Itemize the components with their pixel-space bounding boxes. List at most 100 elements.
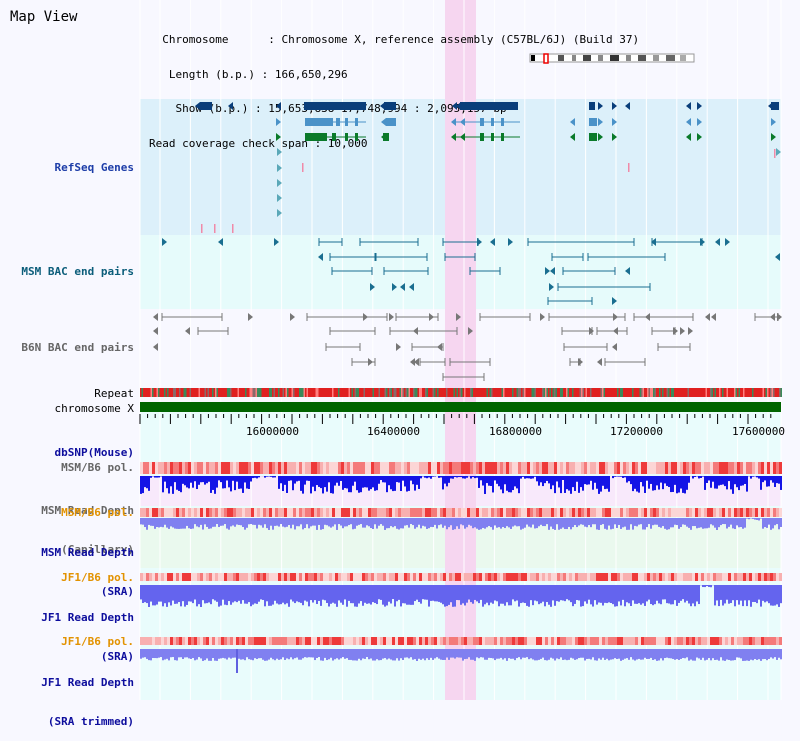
polymorphism-bin bbox=[674, 462, 677, 474]
polymorphism-bin bbox=[260, 462, 263, 474]
read-depth-bin bbox=[408, 518, 410, 528]
polymorphism-bin bbox=[758, 637, 761, 645]
read-depth-bin bbox=[284, 518, 286, 527]
repeat-element bbox=[536, 388, 538, 397]
read-depth-bin bbox=[182, 585, 184, 601]
repeat-element bbox=[676, 388, 678, 397]
read-depth-bin bbox=[748, 518, 750, 519]
read-depth-bin bbox=[316, 518, 318, 530]
polymorphism-bin bbox=[167, 637, 170, 645]
polymorphism-bin bbox=[335, 637, 338, 645]
polymorphism-bin bbox=[524, 573, 527, 581]
read-depth-bin bbox=[398, 518, 400, 529]
read-depth-bin bbox=[362, 649, 364, 658]
read-depth-bin bbox=[368, 585, 370, 603]
polymorphism-bin bbox=[746, 637, 749, 645]
polymorphism-bin bbox=[518, 462, 521, 474]
read-depth-bin bbox=[150, 476, 152, 478]
polymorphism-bin bbox=[491, 573, 494, 581]
read-depth-bin bbox=[672, 649, 674, 659]
repeat-element bbox=[467, 388, 469, 397]
read-depth-bin bbox=[356, 518, 358, 526]
read-depth-bin bbox=[766, 518, 768, 528]
read-depth-bin bbox=[266, 649, 268, 661]
read-depth-bin bbox=[612, 585, 614, 604]
polymorphism-bin bbox=[578, 462, 581, 474]
polymorphism-bin bbox=[305, 573, 308, 581]
read-depth-bin bbox=[618, 518, 620, 525]
read-depth-bin bbox=[504, 476, 506, 484]
read-depth-bin bbox=[384, 649, 386, 658]
polymorphism-bin bbox=[737, 573, 740, 581]
read-depth-bin bbox=[758, 518, 760, 520]
polymorphism-bin bbox=[359, 508, 362, 517]
read-depth-bin bbox=[468, 649, 470, 657]
genome-tracks[interactable] bbox=[0, 0, 800, 700]
repeat-element bbox=[212, 388, 214, 397]
read-depth-bin bbox=[538, 518, 540, 526]
repeat-element bbox=[439, 388, 441, 397]
read-depth-bin bbox=[588, 649, 590, 659]
read-depth-bin bbox=[700, 649, 702, 660]
read-depth-bin bbox=[476, 476, 478, 478]
repeat-element bbox=[575, 388, 577, 397]
polymorphism-bin bbox=[626, 462, 629, 474]
repeat-element bbox=[764, 388, 766, 397]
read-depth-bin bbox=[202, 518, 204, 530]
polymorphism-bin bbox=[773, 508, 776, 517]
read-depth-bin bbox=[298, 649, 300, 660]
repeat-element bbox=[728, 388, 730, 397]
read-depth-bin bbox=[396, 649, 398, 658]
polymorphism-bin bbox=[278, 462, 281, 474]
repeat-element bbox=[404, 388, 406, 397]
polymorphism-bin bbox=[407, 573, 410, 581]
polymorphism-bin bbox=[422, 508, 425, 517]
read-depth-bin bbox=[338, 518, 340, 524]
read-depth-bin bbox=[290, 476, 292, 480]
read-depth-bin bbox=[384, 585, 386, 607]
read-depth-bin bbox=[222, 585, 224, 600]
read-depth-bin bbox=[316, 585, 318, 604]
repeat-element bbox=[275, 388, 277, 397]
polymorphism-bin bbox=[707, 508, 710, 517]
read-depth-bin bbox=[438, 585, 440, 602]
read-depth-bin bbox=[522, 649, 524, 658]
repeat-element bbox=[770, 388, 772, 397]
repeat-element bbox=[511, 388, 513, 397]
polymorphism-bin bbox=[707, 637, 710, 645]
repeat-element bbox=[757, 388, 759, 397]
polymorphism-bin bbox=[176, 508, 179, 517]
read-depth-bin bbox=[170, 476, 172, 486]
polymorphism-bin bbox=[182, 508, 185, 517]
read-depth-bin bbox=[482, 585, 484, 607]
read-depth-bin bbox=[760, 649, 762, 661]
repeat-element bbox=[680, 388, 682, 397]
polymorphism-bin bbox=[686, 462, 689, 474]
read-depth-bin bbox=[660, 518, 662, 528]
repeat-element bbox=[550, 388, 552, 397]
polymorphism-bin bbox=[503, 508, 506, 517]
read-depth-bin bbox=[420, 476, 422, 478]
read-depth-bin bbox=[360, 585, 362, 601]
read-depth-bin bbox=[370, 476, 372, 489]
polymorphism-bin bbox=[260, 508, 263, 517]
polymorphism-bin bbox=[719, 637, 722, 645]
read-depth-bin bbox=[702, 476, 704, 477]
repeat-element bbox=[697, 388, 699, 397]
read-depth-bin bbox=[472, 476, 474, 477]
repeat-element bbox=[391, 388, 393, 397]
read-depth-bin bbox=[448, 585, 450, 605]
polymorphism-bin bbox=[404, 573, 407, 581]
repeat-element bbox=[562, 388, 564, 397]
polymorphism-bin bbox=[635, 573, 638, 581]
repeat-element bbox=[616, 388, 618, 397]
polymorphism-bin bbox=[176, 573, 179, 581]
read-depth-bin bbox=[342, 649, 344, 657]
read-depth-bin bbox=[518, 518, 520, 526]
polymorphism-bin bbox=[296, 573, 299, 581]
read-depth-bin bbox=[256, 649, 258, 659]
gene-arrow bbox=[276, 102, 281, 110]
repeat-element bbox=[424, 388, 426, 397]
polymorphism-bin bbox=[494, 637, 497, 645]
repeat-element bbox=[464, 388, 466, 397]
